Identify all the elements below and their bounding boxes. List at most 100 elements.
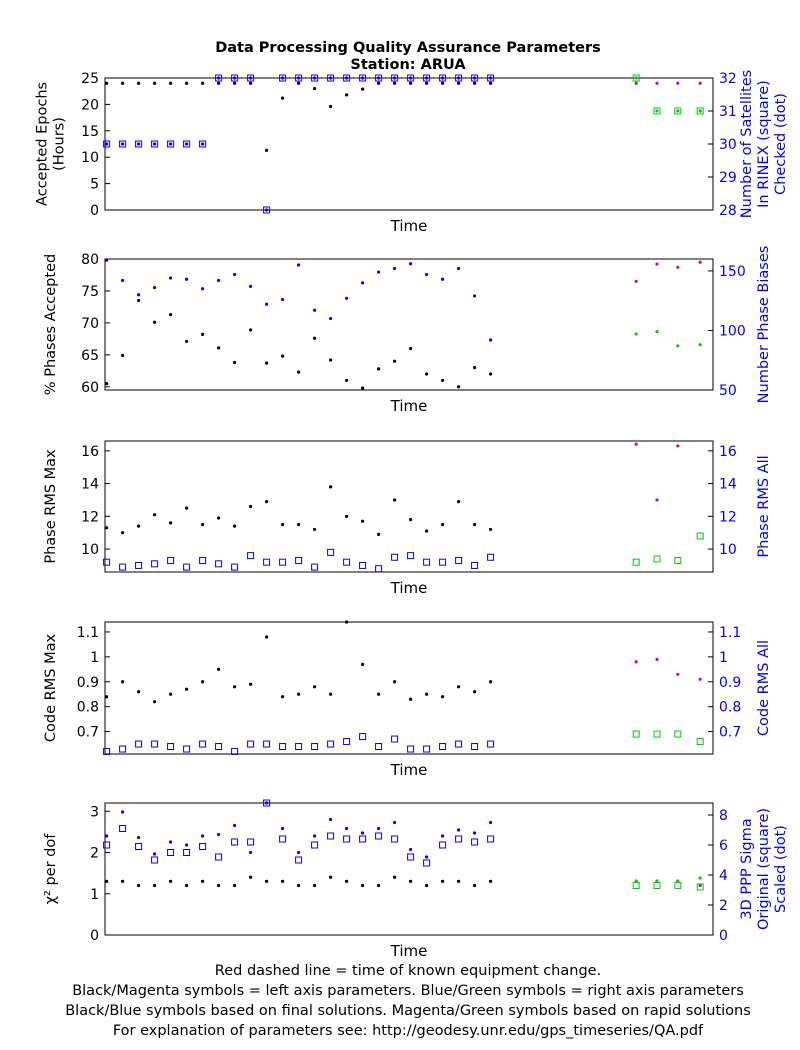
data-dot — [473, 294, 477, 298]
data-square — [103, 748, 111, 756]
left-tick-label: 70 — [81, 316, 99, 332]
data-dot — [217, 883, 221, 888]
data-square — [375, 74, 383, 82]
data-dot — [105, 695, 109, 699]
data-dot — [249, 850, 253, 855]
data-dot — [217, 516, 221, 520]
data-dot — [655, 498, 659, 502]
left-tick-label: 14 — [81, 477, 99, 493]
data-dot — [676, 672, 680, 676]
data-square — [135, 843, 143, 850]
data-dot — [409, 847, 413, 852]
data-dot — [201, 332, 205, 337]
data-dot — [265, 208, 269, 212]
data-square — [247, 838, 255, 846]
data-dot — [105, 258, 109, 262]
data-square — [343, 835, 351, 843]
right-tick-label: 2 — [719, 898, 728, 914]
data-dot — [441, 81, 445, 85]
data-dot — [153, 883, 157, 888]
left-tick-label: 10 — [81, 542, 99, 558]
data-dot — [201, 522, 205, 527]
right-tick-label: 1.1 — [719, 625, 741, 641]
data-dot — [185, 277, 189, 281]
left-axis-label: χ² per dof — [43, 833, 59, 905]
data-square — [263, 740, 271, 748]
left-axis-label: Phase RMS Max — [43, 449, 59, 564]
data-square — [327, 74, 335, 82]
data-square — [423, 74, 431, 82]
data-dot — [698, 260, 702, 264]
data-dot — [169, 692, 173, 696]
data-dot — [185, 883, 189, 888]
data-dot — [361, 76, 365, 80]
data-square — [696, 738, 704, 746]
left-tick-label: 20 — [81, 97, 99, 113]
data-dot — [169, 521, 173, 525]
data-dot — [329, 692, 333, 696]
data-dot — [393, 680, 397, 684]
data-dot — [201, 287, 205, 291]
data-dot — [137, 883, 141, 888]
data-square — [375, 565, 383, 573]
data-dot — [361, 519, 365, 523]
data-dot — [425, 76, 429, 80]
series-1 — [105, 620, 493, 704]
plot-frame — [104, 77, 714, 211]
data-dot — [345, 620, 349, 624]
footnote-3: Black/Blue symbols based on final soluti… — [65, 1003, 751, 1019]
data-square — [103, 140, 111, 148]
data-dot — [137, 524, 141, 528]
right-axis-label: Checked (dot) — [773, 93, 789, 195]
series-1 — [105, 485, 493, 536]
data-dot — [655, 262, 659, 266]
right-axis-label: Phase RMS All — [756, 455, 772, 557]
plot-frame — [104, 440, 714, 573]
data-dot — [105, 879, 109, 883]
data-dot — [121, 81, 125, 85]
series-2 — [634, 442, 680, 502]
data-dot — [297, 263, 301, 267]
plot-frame — [104, 802, 714, 936]
data-dot — [698, 343, 702, 347]
data-square — [231, 838, 239, 846]
data-dot — [233, 883, 237, 888]
data-dot — [153, 513, 157, 517]
right-axis-label: Code RMS All — [756, 640, 772, 736]
data-square — [407, 745, 415, 753]
footnote-1: Red dashed line = time of known equipmen… — [215, 963, 601, 979]
data-dot — [329, 104, 333, 109]
data-dot — [265, 499, 269, 504]
data-dot — [121, 810, 125, 814]
left-tick-label: 60 — [81, 380, 99, 396]
footnote-2: Black/Magenta symbols = left axis parame… — [72, 983, 744, 999]
data-dot — [233, 823, 237, 828]
data-dot — [121, 142, 125, 146]
data-square — [359, 561, 367, 569]
data-square — [407, 74, 415, 82]
data-dot — [185, 687, 189, 691]
data-dot — [233, 685, 237, 689]
data-square — [119, 140, 127, 148]
data-dot — [329, 817, 333, 822]
right-tick-label: 16 — [719, 444, 737, 460]
data-square — [119, 825, 127, 832]
data-dot — [281, 522, 285, 527]
data-square — [423, 859, 431, 867]
data-square — [199, 140, 207, 148]
series-6 — [634, 876, 702, 883]
data-dot — [153, 142, 157, 146]
data-dot — [473, 522, 477, 527]
data-dot — [297, 692, 301, 696]
data-square — [295, 557, 303, 565]
data-dot — [345, 296, 349, 300]
data-dot — [409, 518, 413, 522]
data-dot — [137, 293, 141, 297]
left-tick-label: 65 — [81, 348, 99, 364]
data-square — [311, 841, 319, 849]
right-tick-label: 29 — [719, 170, 737, 186]
data-dot — [265, 361, 269, 365]
data-square — [407, 853, 415, 861]
data-dot — [457, 385, 461, 389]
